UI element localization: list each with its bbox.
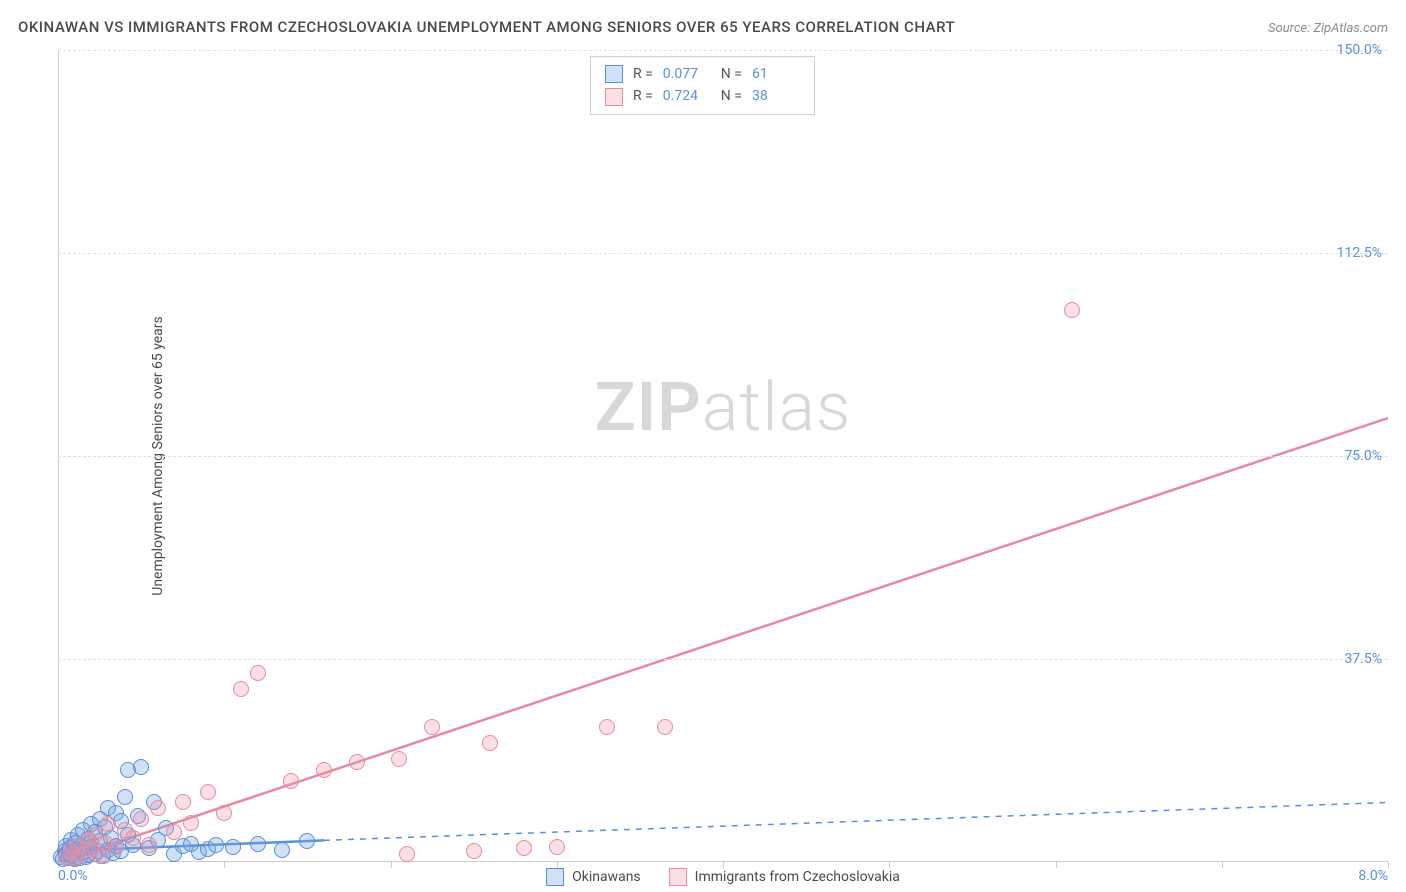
- legend-swatch: [605, 88, 623, 106]
- data-point: [391, 751, 407, 767]
- x-tick-mark: [224, 862, 225, 868]
- legend-item: Immigrants from Czechoslovakia: [669, 868, 900, 886]
- plot-area: Unemployment Among Seniors over 65 years…: [58, 50, 1388, 862]
- watermark: ZIPatlas: [595, 367, 852, 447]
- data-point: [183, 815, 199, 831]
- data-point: [133, 811, 149, 827]
- data-point: [216, 805, 232, 821]
- bottom-legend: Okinawans Immigrants from Czechoslovakia: [546, 868, 900, 886]
- stat-n-label: N =: [721, 85, 742, 107]
- x-tick-mark: [391, 862, 392, 868]
- data-point: [175, 794, 191, 810]
- data-point: [1064, 302, 1080, 318]
- data-point: [316, 762, 332, 778]
- legend-label: Okinawans: [572, 869, 641, 885]
- data-point: [166, 824, 182, 840]
- data-point: [141, 837, 157, 853]
- y-tick-label: 37.5%: [1344, 651, 1382, 667]
- data-point: [299, 833, 315, 849]
- data-point: [657, 719, 673, 735]
- legend-swatch: [546, 868, 564, 886]
- legend-item: Okinawans: [546, 868, 641, 886]
- data-point: [349, 754, 365, 770]
- data-point: [225, 839, 241, 855]
- x-tick-mark: [557, 862, 558, 868]
- data-point: [250, 665, 266, 681]
- data-point: [599, 719, 615, 735]
- data-point: [125, 830, 141, 846]
- data-point: [283, 773, 299, 789]
- data-point: [208, 837, 224, 853]
- stat-n-label: N =: [721, 63, 742, 85]
- data-point: [466, 843, 482, 859]
- y-tick-label: 150.0%: [1337, 42, 1382, 58]
- stats-row: R = 0.077 N = 61: [605, 63, 800, 85]
- x-tick-min: 0.0%: [58, 868, 88, 884]
- legend-swatch: [605, 65, 623, 83]
- data-point: [200, 784, 216, 800]
- legend-label: Immigrants from Czechoslovakia: [695, 869, 900, 885]
- stats-legend-box: R = 0.077 N = 61 R = 0.724 N = 38: [590, 56, 815, 115]
- gridline: [58, 253, 1388, 254]
- y-tick-label: 75.0%: [1344, 448, 1382, 464]
- watermark-bold: ZIP: [595, 367, 702, 447]
- trend-line: [58, 418, 1388, 862]
- data-point: [399, 846, 415, 862]
- data-point: [516, 840, 532, 856]
- watermark-rest: atlas: [702, 367, 852, 447]
- source-name: ZipAtlas.com: [1313, 21, 1388, 36]
- stat-n-value: 61: [752, 63, 800, 85]
- chart-title: OKINAWAN VS IMMIGRANTS FROM CZECHOSLOVAK…: [18, 18, 955, 36]
- stat-r-value: 0.077: [663, 63, 711, 85]
- x-tick-mark: [1222, 862, 1223, 868]
- data-point: [117, 789, 133, 805]
- x-tick-mark: [889, 862, 890, 868]
- stat-r-value: 0.724: [663, 85, 711, 107]
- x-tick-mark: [1388, 862, 1389, 868]
- data-point: [100, 816, 116, 832]
- gridline: [58, 659, 1388, 660]
- data-point: [250, 836, 266, 852]
- gridline: [58, 456, 1388, 457]
- data-point: [108, 839, 124, 855]
- data-point: [274, 842, 290, 858]
- data-point: [424, 719, 440, 735]
- x-tick-mark: [1056, 862, 1057, 868]
- gridline: [58, 50, 1388, 51]
- legend-swatch: [669, 868, 687, 886]
- data-point: [233, 681, 249, 697]
- trend-line-dashed: [324, 802, 1388, 840]
- stat-r-label: R =: [633, 85, 653, 107]
- data-point: [482, 735, 498, 751]
- stat-r-label: R =: [633, 63, 653, 85]
- stats-row: R = 0.724 N = 38: [605, 85, 800, 107]
- y-tick-label: 112.5%: [1337, 245, 1382, 261]
- x-tick-mark: [723, 862, 724, 868]
- data-point: [549, 839, 565, 855]
- x-tick-max: 8.0%: [1358, 868, 1388, 884]
- source-attribution: Source: ZipAtlas.com: [1268, 21, 1388, 36]
- source-label: Source:: [1268, 21, 1313, 36]
- data-point: [133, 759, 149, 775]
- data-point: [150, 800, 166, 816]
- stat-n-value: 38: [752, 85, 800, 107]
